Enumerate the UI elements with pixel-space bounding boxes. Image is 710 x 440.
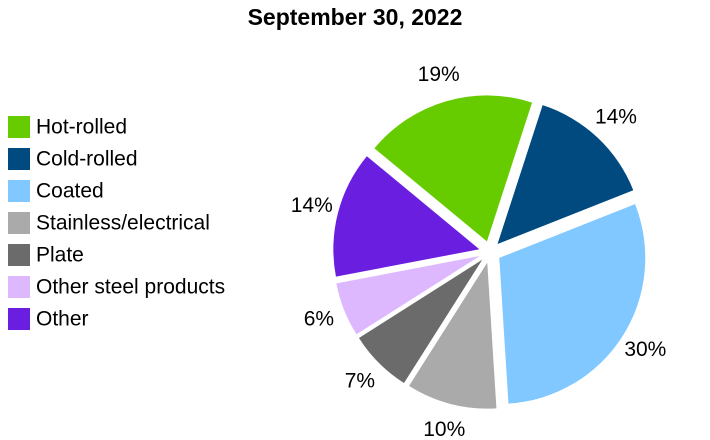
value-label: 6%: [304, 307, 334, 330]
pie-slice: [374, 95, 533, 242]
legend-label: Other: [36, 308, 89, 331]
pie-slice: [499, 204, 646, 404]
chart-title: September 30, 2022: [248, 4, 463, 30]
pie-slice: [497, 105, 634, 244]
legend-label: Stainless/electrical: [36, 212, 210, 235]
value-label: 10%: [423, 418, 465, 440]
value-label: 7%: [345, 370, 375, 393]
pie-slice: [358, 259, 483, 384]
legend-label: Other steel products: [36, 276, 225, 299]
legend-swatch: [8, 212, 30, 234]
value-label: 14%: [291, 194, 333, 217]
value-label: 30%: [624, 338, 666, 361]
legend-swatch: [8, 148, 30, 170]
value-label: 14%: [595, 105, 637, 128]
legend-label: Plate: [36, 244, 84, 267]
legend-swatch: [8, 308, 30, 330]
legend-swatch: [8, 244, 30, 266]
pie-slice: [409, 262, 497, 409]
pie-slice: [333, 156, 480, 277]
legend-swatch: [8, 180, 30, 202]
legend-label: Hot-rolled: [36, 116, 127, 139]
legend-swatch: [8, 116, 30, 138]
legend-label: Coated: [36, 180, 104, 203]
pie-slice: [336, 256, 480, 335]
value-label: 19%: [418, 63, 460, 86]
legend-swatch: [8, 276, 30, 298]
legend-label: Cold-rolled: [36, 148, 138, 171]
